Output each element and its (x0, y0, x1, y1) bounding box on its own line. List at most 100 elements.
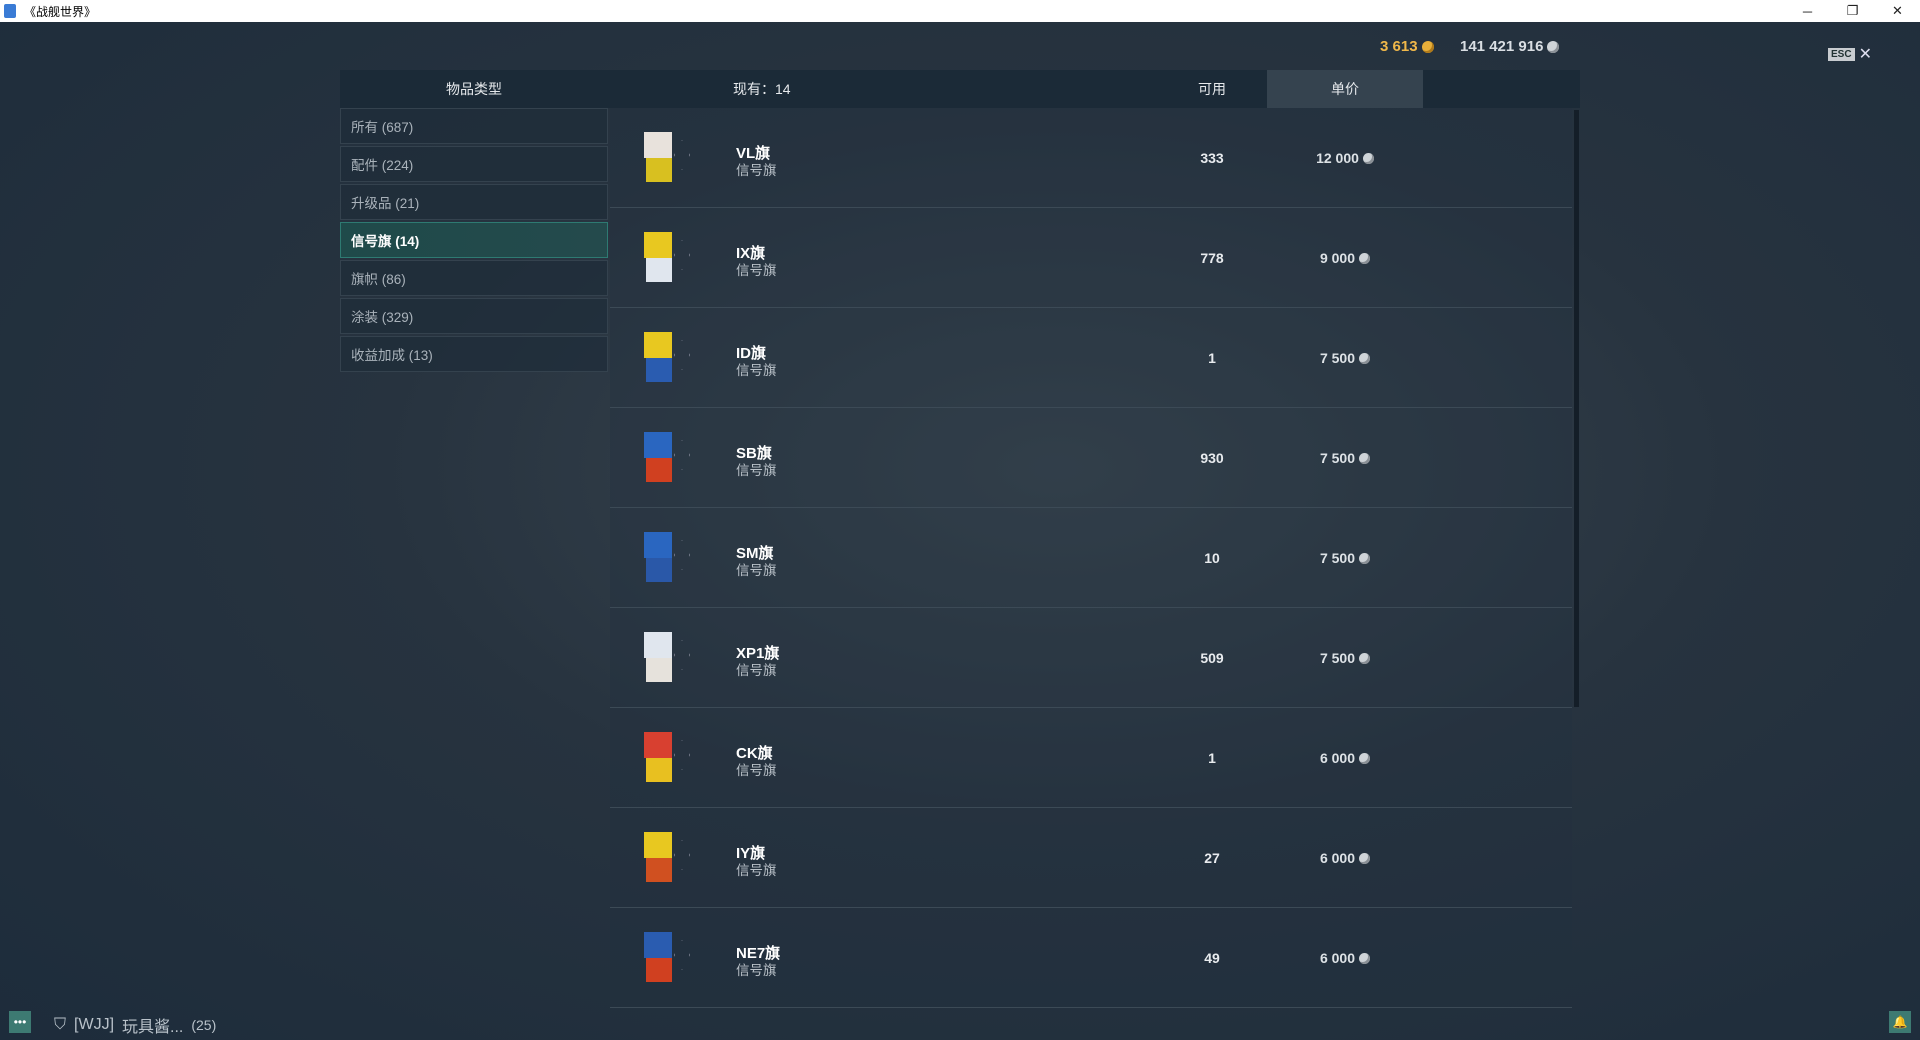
item-type: 信号旗 (736, 863, 777, 878)
item-type: 信号旗 (736, 763, 777, 778)
item-available: 778 (1200, 250, 1224, 266)
signal-flag-icon (640, 232, 696, 288)
category-item[interactable]: 涂装 (329) (340, 298, 608, 334)
silver-coin-icon (1359, 252, 1371, 264)
signal-flag-icon (640, 532, 696, 588)
clan-count: (25) (191, 1017, 217, 1033)
sort-price[interactable]: 单价 (1267, 70, 1423, 108)
esc-key-label: ESC (1828, 47, 1855, 61)
item-available: 509 (1200, 650, 1224, 666)
item-price: 7 500 (1270, 650, 1420, 666)
sort-available[interactable]: 可用 (1198, 81, 1226, 97)
gold-coin-icon (1421, 40, 1434, 53)
signal-flag-icon (640, 432, 696, 488)
category-item[interactable]: 升级品 (21) (340, 184, 608, 220)
item-type: 信号旗 (736, 163, 777, 178)
price-value: 7 500 (1319, 450, 1356, 466)
item-row[interactable]: IX旗 信号旗 778 9 000 (610, 208, 1572, 308)
clan-info[interactable]: ⛉ [WJJ] 玩具酱... (25) (54, 1013, 216, 1037)
item-price: 9 000 (1270, 250, 1420, 266)
header-item-type: 物品类型 (446, 81, 502, 97)
signal-flag-icon (640, 332, 696, 388)
item-row[interactable]: SM旗 信号旗 10 7 500 (610, 508, 1572, 608)
signal-flag-icon (640, 132, 696, 188)
scrollbar[interactable] (1574, 110, 1579, 707)
item-type: 信号旗 (736, 263, 777, 278)
item-name: XP1旗 (736, 645, 780, 662)
item-price: 7 500 (1270, 350, 1420, 366)
silver-coin-icon (1359, 352, 1371, 364)
close-icon: ✕ (1858, 46, 1872, 63)
item-name: VL旗 (736, 145, 771, 162)
category-item[interactable]: 收益加成 (13) (340, 336, 608, 372)
gold-balance: 3 613 (1380, 38, 1434, 55)
price-value: 6 000 (1319, 750, 1356, 766)
item-name: ID旗 (736, 345, 767, 362)
silver-coin-icon (1359, 752, 1371, 764)
item-row[interactable]: XP1旗 信号旗 509 7 500 (610, 608, 1572, 708)
price-value: 7 500 (1319, 650, 1356, 666)
price-value: 9 000 (1319, 250, 1356, 266)
price-value: 7 500 (1319, 350, 1356, 366)
shield-icon: ⛉ (54, 1016, 67, 1033)
silver-coin-icon (1359, 952, 1371, 964)
silver-coin-icon (1359, 652, 1371, 664)
category-item[interactable]: 信号旗 (14) (340, 222, 608, 258)
item-row[interactable]: CK旗 信号旗 1 6 000 (610, 708, 1572, 808)
minimize-button[interactable]: ─ (1802, 3, 1813, 19)
item-available: 930 (1200, 450, 1224, 466)
category-sidebar: 所有 (687) 配件 (224) 升级品 (21) 信号旗 (14) 旗帜 (86) 涂… (340, 108, 608, 374)
silver-coin-icon (1547, 40, 1560, 53)
item-name: NE7旗 (736, 945, 781, 962)
item-type: 信号旗 (736, 663, 777, 678)
table-header: 物品类型 现有：14 可用 单价 (340, 70, 1580, 108)
player-name: 玩具酱... (122, 1019, 184, 1036)
item-row[interactable]: ID旗 信号旗 1 7 500 (610, 308, 1572, 408)
price-value: 6 000 (1319, 950, 1356, 966)
item-name: SM旗 (736, 545, 774, 562)
item-available: 27 (1204, 850, 1220, 866)
item-available: 1 (1208, 750, 1216, 766)
app-icon (4, 4, 16, 18)
signal-flag-icon (640, 632, 696, 688)
price-value: 12 000 (1316, 150, 1359, 166)
item-price: 6 000 (1270, 750, 1420, 766)
signal-flag-icon (640, 832, 696, 888)
item-name: SB旗 (736, 445, 772, 462)
item-row[interactable]: NE7旗 信号旗 49 6 000 (610, 908, 1572, 1008)
category-item[interactable]: 旗帜 (86) (340, 260, 608, 296)
chat-icon[interactable]: ••• (9, 1011, 31, 1033)
category-item[interactable]: 所有 (687) (340, 108, 608, 144)
item-price: 6 000 (1270, 850, 1420, 866)
clan-tag: [WJJ] (74, 1016, 115, 1033)
silver-coin-icon (1359, 452, 1371, 464)
restore-button[interactable]: ❐ (1846, 3, 1859, 18)
silver-coin-icon (1359, 852, 1371, 864)
item-available: 333 (1200, 150, 1224, 166)
esc-close-button[interactable]: ESC ✕ (1828, 44, 1872, 64)
item-row[interactable]: VL旗 信号旗 333 12 000 (610, 108, 1572, 208)
item-name: IY旗 (736, 845, 766, 862)
item-type: 信号旗 (736, 463, 777, 478)
item-available: 49 (1204, 950, 1220, 966)
item-list: VL旗 信号旗 333 12 000 IX旗 信号旗 778 9 000 ID旗… (610, 108, 1572, 1008)
title-bar: 《战舰世界》 ─ ❐ ✕ (0, 0, 1920, 22)
item-type: 信号旗 (736, 563, 777, 578)
item-row[interactable]: IY旗 信号旗 27 6 000 (610, 808, 1572, 908)
gold-amount: 3 613 (1380, 38, 1418, 55)
category-item[interactable]: 配件 (224) (340, 146, 608, 182)
close-button[interactable]: ✕ (1892, 3, 1903, 18)
price-value: 6 000 (1319, 850, 1356, 866)
bottom-bar: ••• ⛉ [WJJ] 玩具酱... (25) 🔔 (0, 1005, 1920, 1040)
header-owned-count: 现有：14 (733, 81, 791, 97)
item-type: 信号旗 (736, 963, 777, 978)
window-title: 《战舰世界》 (24, 4, 97, 19)
item-name: IX旗 (736, 245, 766, 262)
item-price: 12 000 (1270, 150, 1420, 166)
item-row[interactable]: SB旗 信号旗 930 7 500 (610, 408, 1572, 508)
item-price: 7 500 (1270, 450, 1420, 466)
silver-coin-icon (1362, 152, 1374, 164)
bell-icon[interactable]: 🔔 (1889, 1011, 1911, 1033)
price-value: 7 500 (1319, 550, 1356, 566)
item-price: 7 500 (1270, 550, 1420, 566)
